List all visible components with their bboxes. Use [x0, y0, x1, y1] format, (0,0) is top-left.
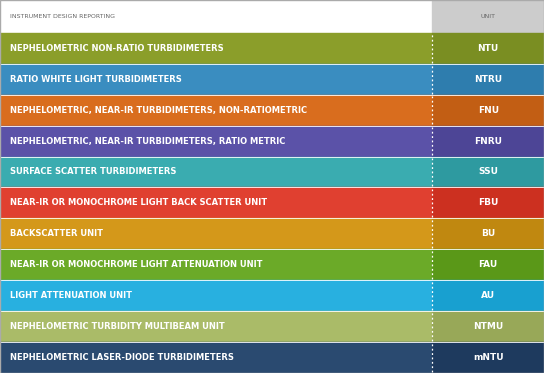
- Text: NEPHELOMETRIC, NEAR-IR TURBIDIMETERS, NON-RATIOMETRIC: NEPHELOMETRIC, NEAR-IR TURBIDIMETERS, NO…: [10, 106, 307, 115]
- Bar: [0, 311, 432, 342]
- Bar: [0, 126, 432, 157]
- Bar: [432, 126, 544, 157]
- Bar: [0, 188, 432, 218]
- Bar: [0, 64, 432, 95]
- Text: FBU: FBU: [478, 198, 498, 207]
- Text: NTMU: NTMU: [473, 322, 503, 331]
- Bar: [0, 280, 432, 311]
- Text: SSU: SSU: [478, 167, 498, 176]
- Text: NEAR-IR OR MONOCHROME LIGHT ATTENUATION UNIT: NEAR-IR OR MONOCHROME LIGHT ATTENUATION …: [10, 260, 262, 269]
- Text: NEPHELOMETRIC NON-RATIO TURBIDIMETERS: NEPHELOMETRIC NON-RATIO TURBIDIMETERS: [10, 44, 224, 53]
- Bar: [432, 157, 544, 188]
- Text: FNRU: FNRU: [474, 137, 502, 145]
- Bar: [0, 342, 432, 373]
- Text: NEAR-IR OR MONOCHROME LIGHT BACK SCATTER UNIT: NEAR-IR OR MONOCHROME LIGHT BACK SCATTER…: [10, 198, 267, 207]
- Bar: [0, 157, 432, 188]
- Text: BU: BU: [481, 229, 496, 238]
- Bar: [432, 33, 544, 64]
- Text: BACKSCATTER UNIT: BACKSCATTER UNIT: [10, 229, 103, 238]
- Bar: [432, 249, 544, 280]
- Text: FAU: FAU: [479, 260, 498, 269]
- Text: FNU: FNU: [478, 106, 499, 115]
- Text: NTU: NTU: [478, 44, 499, 53]
- Text: SURFACE SCATTER TURBIDIMETERS: SURFACE SCATTER TURBIDIMETERS: [10, 167, 176, 176]
- Text: INSTRUMENT DESIGN REPORTING: INSTRUMENT DESIGN REPORTING: [10, 14, 115, 19]
- Text: RATIO WHITE LIGHT TURBIDIMETERS: RATIO WHITE LIGHT TURBIDIMETERS: [10, 75, 182, 84]
- Bar: [0, 218, 432, 249]
- Bar: [432, 218, 544, 249]
- Bar: [0, 0, 432, 33]
- Text: LIGHT ATTENUATION UNIT: LIGHT ATTENUATION UNIT: [10, 291, 132, 300]
- Bar: [432, 64, 544, 95]
- Bar: [0, 95, 432, 126]
- Text: NEPHELOMETRIC TURBIDITY MULTIBEAM UNIT: NEPHELOMETRIC TURBIDITY MULTIBEAM UNIT: [10, 322, 225, 331]
- Text: NEPHELOMETRIC LASER-DIODE TURBIDIMETERS: NEPHELOMETRIC LASER-DIODE TURBIDIMETERS: [10, 353, 234, 362]
- Bar: [432, 280, 544, 311]
- Bar: [432, 311, 544, 342]
- Bar: [432, 95, 544, 126]
- Bar: [0, 33, 432, 64]
- Bar: [432, 342, 544, 373]
- Text: UNIT: UNIT: [481, 14, 496, 19]
- Bar: [432, 188, 544, 218]
- Bar: [0, 249, 432, 280]
- Text: AU: AU: [481, 291, 495, 300]
- Text: NEPHELOMETRIC, NEAR-IR TURBIDIMETERS, RATIO METRIC: NEPHELOMETRIC, NEAR-IR TURBIDIMETERS, RA…: [10, 137, 285, 145]
- Text: mNTU: mNTU: [473, 353, 504, 362]
- Text: NTRU: NTRU: [474, 75, 502, 84]
- Bar: [432, 0, 544, 33]
